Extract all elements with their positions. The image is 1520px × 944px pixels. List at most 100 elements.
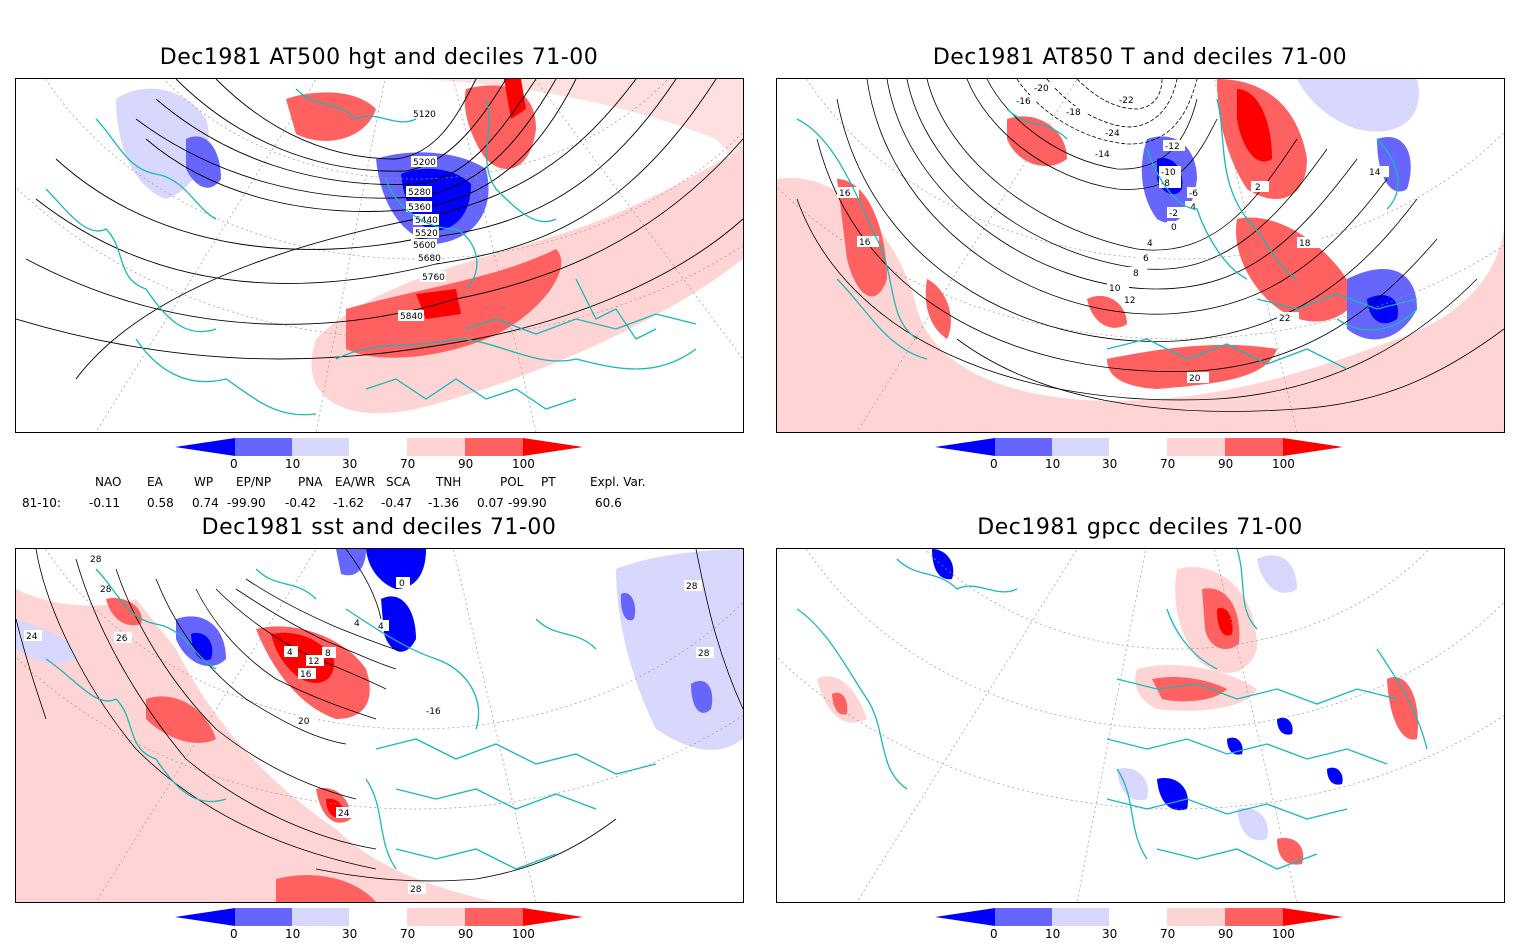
colorbar-tick-label: 10 xyxy=(285,927,300,940)
colorbar-segment xyxy=(349,908,407,926)
contour-label: 5200 xyxy=(413,158,436,168)
panel-title-t850: Dec1981 AT850 T and deciles 71-00 xyxy=(932,45,1348,70)
colorbar-segment xyxy=(292,908,349,926)
contour-label: 5680 xyxy=(418,254,441,264)
contour-label: 26 xyxy=(116,634,128,644)
colorbar-panel-3: 0 10 30 70 90 100 xyxy=(175,908,587,941)
colorbar-tick-label: 0 xyxy=(230,927,238,940)
panel-title-hgt500: Dec1981 AT500 hgt and deciles 71-00 xyxy=(159,45,599,70)
colorbar-tick-label: 30 xyxy=(342,457,357,471)
contour-label: 4 xyxy=(1147,239,1153,249)
contour-label: 16 xyxy=(839,189,851,199)
colorbar-tick-label: 0 xyxy=(990,457,998,471)
colorbar-tick-label: 100 xyxy=(512,457,535,471)
colorbar-tick-label: 70 xyxy=(1160,927,1175,940)
colorbar-tick-label: 10 xyxy=(1045,927,1060,940)
index-value: 0.07 xyxy=(477,496,504,510)
contour-label: 28 xyxy=(698,649,710,659)
colorbar-tick-label: 100 xyxy=(1272,927,1295,940)
contour-label: 4 xyxy=(287,648,293,658)
index-header: WP xyxy=(194,475,214,489)
index-value: 0.74 xyxy=(192,496,219,510)
panel-title-sst: Dec1981 sst and deciles 71-00 xyxy=(201,515,557,540)
contour-label: -16 xyxy=(426,707,441,717)
contour-label: 20 xyxy=(1189,374,1201,384)
colorbar-tick-label: 30 xyxy=(1102,457,1117,471)
contour-label: 12 xyxy=(1124,296,1135,306)
index-value: -0.47 xyxy=(381,496,413,510)
index-header: EA xyxy=(147,475,163,489)
contour-label: 5280 xyxy=(408,188,431,198)
contour-label: 14 xyxy=(1369,168,1381,178)
contour-label: -14 xyxy=(1095,150,1110,160)
map-t850: -20 -16 -18 -22 -24 -14 -12 -10 -8 -6 -4… xyxy=(776,78,1505,433)
colorbar-tick-label: 30 xyxy=(1102,927,1117,940)
colorbar-panel-4: 0 10 30 70 90 100 xyxy=(935,908,1347,941)
contour-label: 5760 xyxy=(422,273,445,283)
contour-label: 5520 xyxy=(415,229,438,239)
index-row-label: 81-10: xyxy=(22,496,61,510)
contour-label: 28 xyxy=(100,585,112,595)
colorbar-segment xyxy=(407,438,465,456)
contour-label: 5600 xyxy=(413,241,436,251)
contour-label: -2 xyxy=(1169,209,1178,219)
contour-label: -8 xyxy=(1161,179,1170,189)
map-hgt500: 5120 5200 5280 5360 5440 5520 5600 5680 … xyxy=(15,78,744,433)
contour-label: 5840 xyxy=(400,312,423,322)
colorbar-segment xyxy=(349,438,407,456)
colorbar-segment xyxy=(175,908,235,926)
colorbar-segment xyxy=(1167,908,1225,926)
index-header: EP/NP xyxy=(236,475,272,489)
colorbar-segment xyxy=(1109,908,1167,926)
contour-label: 4 xyxy=(354,619,360,629)
colorbar-tick-label: 90 xyxy=(458,457,473,471)
contour-label: 5360 xyxy=(408,203,431,213)
colorbar-tick-label: 70 xyxy=(1160,457,1175,471)
colorbar-panel-1: 0 10 30 70 90 100 xyxy=(175,438,587,472)
contour-label: 12 xyxy=(308,657,319,667)
contour-label: 10 xyxy=(1109,284,1121,294)
index-header: EA/WR xyxy=(335,475,376,489)
colorbar-tick-label: 10 xyxy=(1045,457,1060,471)
colorbar-segment xyxy=(465,908,523,926)
colorbar-segment xyxy=(1052,438,1109,456)
contour-label: 0 xyxy=(1171,223,1177,233)
colorbar-segment xyxy=(935,908,995,926)
contour-label: 16 xyxy=(859,238,871,248)
contour-label: -6 xyxy=(1189,189,1198,199)
contour-label: 16 xyxy=(300,670,312,680)
colorbar-segment xyxy=(1225,908,1283,926)
contour-label: 5440 xyxy=(415,216,438,226)
colorbar-segment xyxy=(523,908,583,926)
index-value: -0.42 xyxy=(285,496,317,510)
colorbar-segment xyxy=(1225,438,1283,456)
contour-label: 24 xyxy=(338,809,350,819)
colorbar-segment xyxy=(995,438,1052,456)
contour-label: 4 xyxy=(378,622,384,632)
colorbar-tick-label: 70 xyxy=(400,927,415,940)
colorbar-tick-label: 100 xyxy=(1272,457,1295,471)
contour-label: -12 xyxy=(1165,142,1180,152)
colorbar-tick-label: 90 xyxy=(1218,457,1233,471)
colorbar-tick-label: 100 xyxy=(512,927,535,940)
index-value: -1.62 xyxy=(333,496,365,510)
colorbar-segment xyxy=(995,908,1052,926)
index-value: -1.36 xyxy=(428,496,460,510)
contour-label: 6 xyxy=(1143,254,1149,264)
contour-label: 2 xyxy=(1255,183,1261,193)
map-gpcc xyxy=(776,548,1505,903)
contour-label: 22 xyxy=(1279,314,1290,324)
contour-label: 18 xyxy=(1299,239,1311,249)
index-header: PNA xyxy=(298,475,323,489)
contour-label: 8 xyxy=(1133,269,1139,279)
contour-label: 5120 xyxy=(413,110,436,120)
contour-label: -16 xyxy=(1016,97,1031,107)
contour-label: 28 xyxy=(410,885,422,895)
index-header: PT xyxy=(541,475,556,489)
index-value: 60.6 xyxy=(595,496,622,510)
index-header: SCA xyxy=(386,475,411,489)
colorbar-tick-label: 90 xyxy=(458,927,473,940)
colorbar-segment xyxy=(235,908,292,926)
contour-label: -20 xyxy=(1034,84,1049,94)
panel-title-gpcc: Dec1981 gpcc deciles 71-00 xyxy=(977,515,1303,540)
